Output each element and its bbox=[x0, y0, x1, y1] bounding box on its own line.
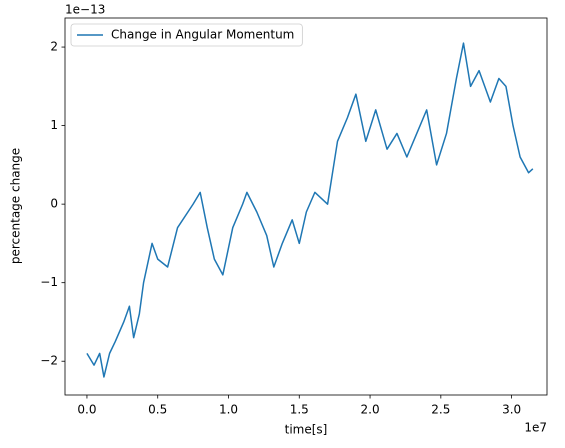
y-offset-label: 1e−13 bbox=[65, 3, 105, 17]
y-tick-label: 0 bbox=[50, 197, 58, 211]
axes-frame bbox=[64, 17, 548, 396]
y-tick-label: −2 bbox=[40, 354, 58, 368]
x-tick-label: 2.5 bbox=[431, 403, 450, 417]
x-tick-label: 2.0 bbox=[361, 403, 380, 417]
legend-label: Change in Angular Momentum bbox=[111, 28, 294, 42]
x-tick-label: 3.0 bbox=[502, 403, 521, 417]
x-offset-label: 1e7 bbox=[524, 421, 547, 435]
x-axis-label: time[s] bbox=[285, 423, 328, 437]
x-tick-label: 1.5 bbox=[290, 403, 309, 417]
x-tick-label: 1.0 bbox=[219, 403, 238, 417]
y-axis-label: percentage change bbox=[9, 148, 23, 264]
y-tick-label: −1 bbox=[40, 275, 58, 289]
legend-box bbox=[70, 23, 303, 47]
data-line bbox=[86, 42, 534, 378]
x-tick-label: 0.0 bbox=[77, 403, 96, 417]
x-tick-label: 0.5 bbox=[148, 403, 167, 417]
y-tick-label: 2 bbox=[50, 40, 58, 54]
y-tick-label: 1 bbox=[50, 118, 58, 132]
